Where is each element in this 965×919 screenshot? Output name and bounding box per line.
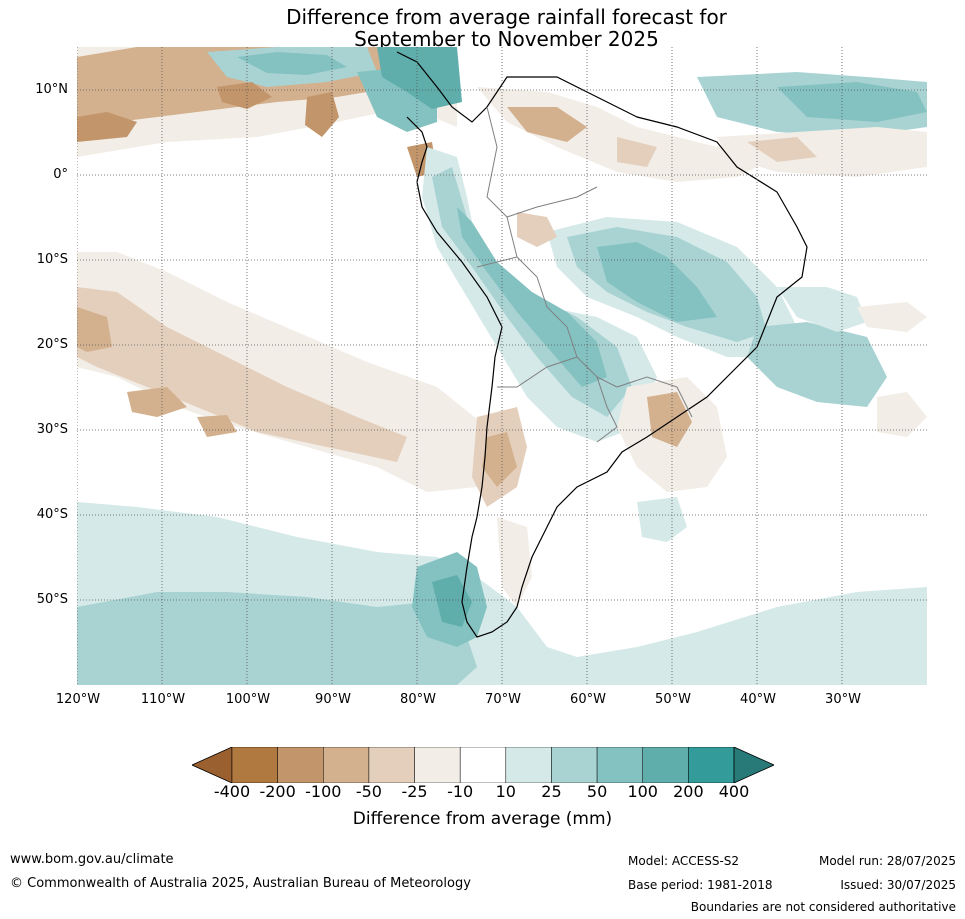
colorbar-segment xyxy=(505,747,552,783)
lon-label-100w: 100°W xyxy=(225,692,271,707)
lon-label-40w: 40°W xyxy=(740,692,776,707)
lon-label-30w: 30°W xyxy=(825,692,861,707)
lat-label-50s: 50°S xyxy=(36,592,68,607)
lon-label-90w: 90°W xyxy=(315,692,351,707)
lat-label-30s: 30°S xyxy=(36,422,68,437)
colorbar-segment xyxy=(642,747,689,783)
colorbar-tick-label: 50 xyxy=(586,782,608,801)
lon-label-110w: 110°W xyxy=(140,692,186,707)
footer-disclaimer: Boundaries are not considered authoritat… xyxy=(690,900,956,914)
colorbar-segment xyxy=(414,747,461,783)
colorbar-extend-low xyxy=(192,747,233,783)
colorbar-tick-label: -400 xyxy=(213,782,251,801)
lon-label-70w: 70°W xyxy=(485,692,521,707)
lat-label-40s: 40°S xyxy=(36,507,68,522)
lon-label-120w: 120°W xyxy=(55,692,101,707)
colorbar xyxy=(192,747,774,783)
rainfall-anomaly-map xyxy=(77,47,927,685)
colorbar-tick-label: 100 xyxy=(627,782,658,801)
lon-label-50w: 50°W xyxy=(655,692,691,707)
southeast-pacific-anomalies xyxy=(77,252,487,492)
colorbar-tick-label: 10 xyxy=(495,782,516,801)
colorbar-segment xyxy=(277,747,324,783)
colorbar-segment xyxy=(459,747,507,783)
colorbar-tick-label: -25 xyxy=(401,782,428,801)
map-gridlines xyxy=(77,47,927,685)
map-title-line2: September to November 2025 xyxy=(354,27,659,51)
lon-label-80w: 80°W xyxy=(400,692,436,707)
colorbar-tick-label: -50 xyxy=(355,782,382,801)
footer-model: Model: ACCESS-S2 xyxy=(628,854,740,868)
lat-label-10n: 10°N xyxy=(35,82,68,97)
lon-label-60w: 60°W xyxy=(570,692,606,707)
southern-ocean-anomalies xyxy=(77,497,927,685)
colorbar-tick-label: 400 xyxy=(718,782,750,801)
footer-model-run: Model run: 28/07/2025 xyxy=(818,854,956,868)
lat-label-20s: 20°S xyxy=(36,337,68,352)
colorbar-tick-label: -10 xyxy=(447,782,474,801)
country-borders xyxy=(476,106,693,443)
colorbar-segment xyxy=(323,747,370,783)
colorbar-segment xyxy=(688,747,735,783)
colorbar-tick-label: 200 xyxy=(673,782,704,801)
tropical-atlantic-anomalies xyxy=(697,72,927,437)
footer-issued: Issued: 30/07/2025 xyxy=(840,878,956,892)
colorbar-tick-label: -100 xyxy=(305,782,342,801)
colorbar-segment xyxy=(231,747,278,783)
map-title-line1: Difference from average rainfall forecas… xyxy=(286,5,727,29)
footer-copyright: © Commonwealth of Australia 2025, Austra… xyxy=(10,876,471,891)
lat-label-0: 0° xyxy=(53,167,68,182)
lat-label-10s: 10°S xyxy=(36,252,68,267)
colorbar-segment xyxy=(596,747,643,783)
colorbar-segment xyxy=(368,747,415,783)
colorbar-extend-high xyxy=(733,747,774,783)
colorbar-segment xyxy=(551,747,598,783)
colorbar-tick-label: 25 xyxy=(541,782,562,801)
footer-website: www.bom.gov.au/climate xyxy=(10,852,174,867)
colorbar-label: Difference from average (mm) xyxy=(352,809,613,829)
colorbar-segments xyxy=(192,747,774,783)
footer-base-period: Base period: 1981-2018 xyxy=(628,878,773,892)
colorbar-tick-label: -200 xyxy=(259,782,296,801)
